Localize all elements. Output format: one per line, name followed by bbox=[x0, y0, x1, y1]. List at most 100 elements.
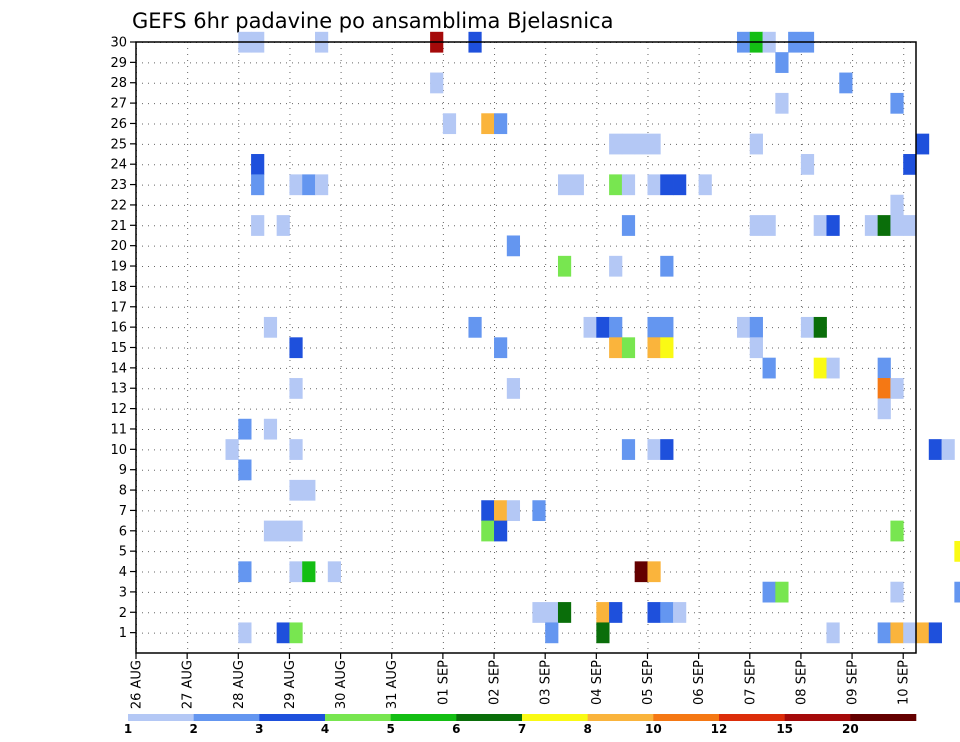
heatmap-cell bbox=[557, 255, 572, 277]
heatmap-cell bbox=[468, 316, 482, 338]
heatmap-cell bbox=[698, 174, 712, 196]
colorbar-swatch bbox=[587, 714, 654, 721]
heatmap-cell bbox=[647, 602, 661, 623]
colorbar-swatch bbox=[719, 714, 785, 721]
heatmap-cell bbox=[736, 316, 751, 338]
heatmap-cell bbox=[430, 72, 444, 94]
colorbar-label: 8 bbox=[583, 722, 591, 736]
heatmap-cell bbox=[647, 337, 661, 359]
x-tick-label: 03 SEP bbox=[539, 660, 554, 705]
heatmap-cell bbox=[596, 602, 610, 623]
heatmap-cell bbox=[749, 337, 763, 359]
heatmap-cell bbox=[289, 622, 303, 644]
colorbar-label: 12 bbox=[711, 722, 728, 736]
y-tick-label: 28 bbox=[110, 76, 127, 91]
colorbar-label: 15 bbox=[776, 722, 793, 736]
heatmap-cell bbox=[506, 235, 521, 257]
heatmap-cell bbox=[749, 215, 763, 236]
heatmap-cell bbox=[826, 215, 840, 236]
colorbar-label: 20 bbox=[842, 722, 859, 736]
heatmap-cell bbox=[621, 439, 636, 460]
heatmap-cell bbox=[916, 133, 930, 155]
colorbar-swatch bbox=[193, 714, 260, 721]
heatmap-cell bbox=[621, 337, 636, 359]
heatmap-cell bbox=[941, 439, 955, 460]
heatmap-cell bbox=[238, 418, 252, 440]
x-tick-label: 30 AUG bbox=[334, 660, 349, 709]
heatmap-cell bbox=[494, 500, 508, 522]
heatmap-cell bbox=[251, 174, 265, 196]
y-tick-label: 1 bbox=[119, 626, 127, 641]
heatmap-cell bbox=[634, 561, 648, 583]
heatmap-cell bbox=[762, 357, 776, 379]
x-axis: 26 AUG 27 AUG 28 AUG 29 AUG 30 AUG 31 AUG 01 S… bbox=[130, 653, 912, 709]
y-tick-label: 14 bbox=[110, 361, 127, 376]
chart-title: GEFS 6hr padavine po ansamblima Bjelasni… bbox=[132, 9, 613, 33]
y-tick-label: 17 bbox=[110, 300, 127, 315]
x-tick-label: 27 AUG bbox=[181, 660, 196, 709]
heatmap-cell bbox=[289, 439, 303, 460]
heatmap-cell bbox=[877, 378, 891, 399]
heatmap-cell bbox=[238, 622, 252, 644]
heatmap-cell bbox=[494, 337, 508, 359]
heatmap-cell bbox=[954, 581, 960, 603]
y-tick-label: 7 bbox=[119, 504, 127, 519]
heatmap-cell bbox=[481, 500, 495, 522]
heatmap-cell bbox=[289, 520, 303, 542]
y-tick-label: 16 bbox=[110, 321, 127, 336]
x-tick-label: 31 AUG bbox=[385, 660, 400, 709]
heatmap-cell bbox=[238, 561, 252, 583]
heatmap-cell bbox=[890, 215, 904, 236]
heatmap-cell bbox=[263, 418, 278, 440]
heatmap-cell bbox=[660, 439, 674, 460]
heatmap-cell bbox=[442, 113, 457, 135]
y-tick-label: 26 bbox=[110, 117, 127, 132]
heatmap-cell bbox=[877, 398, 891, 420]
heatmap-cell bbox=[890, 92, 904, 114]
heatmap-cell bbox=[609, 174, 623, 196]
heatmap-cell bbox=[609, 255, 623, 277]
heatmap-cell bbox=[481, 520, 495, 542]
heatmap-cell bbox=[263, 316, 278, 338]
y-tick-label: 25 bbox=[110, 137, 127, 152]
heatmap-cell bbox=[481, 113, 495, 135]
x-tick-label: 02 SEP bbox=[488, 660, 503, 705]
heatmap-cell bbox=[647, 133, 661, 155]
x-tick-label: 05 SEP bbox=[641, 660, 656, 705]
heatmap-cell bbox=[826, 357, 840, 379]
colorbar-swatch bbox=[784, 714, 851, 721]
y-tick-label: 21 bbox=[110, 219, 127, 234]
colorbar-label: 10 bbox=[645, 722, 662, 736]
heatmap-cell bbox=[813, 215, 827, 236]
heatmap-cell bbox=[890, 622, 904, 644]
y-tick-label: 18 bbox=[110, 280, 127, 295]
heatmap-cell bbox=[762, 215, 776, 236]
heatmap-cell bbox=[609, 316, 623, 338]
colorbar-legend: 1 2 3 4 5 6 7 8 10 12 15 20 bbox=[124, 714, 917, 736]
heatmap-cell bbox=[557, 174, 572, 196]
heatmap-cell bbox=[327, 561, 341, 583]
x-tick-label: 08 SEP bbox=[794, 660, 809, 705]
y-tick-label: 19 bbox=[110, 260, 127, 275]
heatmap-cell bbox=[621, 215, 636, 236]
heatmap-cell bbox=[877, 357, 891, 379]
colorbar-swatch bbox=[522, 714, 588, 721]
y-tick-label: 2 bbox=[119, 606, 127, 621]
heatmap-cell bbox=[570, 174, 584, 196]
heatmap-cell bbox=[621, 174, 636, 196]
colorbar-label: 1 bbox=[124, 722, 132, 736]
heatmap-cell bbox=[647, 561, 661, 583]
heatmap-cell bbox=[890, 520, 904, 542]
heatmap-cell bbox=[596, 316, 610, 338]
heatmap-cell bbox=[596, 622, 610, 644]
heatmap-cell bbox=[263, 520, 278, 542]
heatmap-cell bbox=[903, 215, 917, 236]
heatmap-cell bbox=[954, 540, 960, 562]
heatmap-cell bbox=[545, 622, 559, 644]
heatmap-cell bbox=[877, 215, 891, 236]
heatmap-cell bbox=[302, 479, 316, 501]
heatmap-cell bbox=[289, 337, 303, 359]
heatmap-cell bbox=[660, 316, 674, 338]
heatmap-cell bbox=[903, 622, 917, 644]
heatmap-cell bbox=[647, 439, 661, 460]
